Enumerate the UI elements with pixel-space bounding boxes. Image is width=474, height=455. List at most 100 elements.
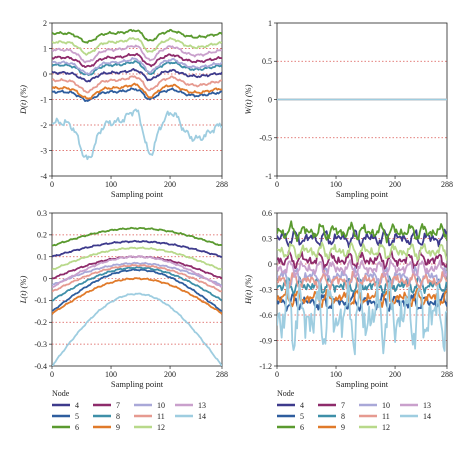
- panel-l: 0.30.20.10-0.1-0.2-0.3-0.40 100 200 288Samp…: [18, 209, 228, 389]
- y-tick-label: -0.2: [34, 318, 47, 327]
- y-tick-label: -1.2: [259, 362, 272, 371]
- y-axis-label: H(t) (%): [243, 275, 253, 305]
- y-axis-label: W(t) (%): [243, 84, 253, 114]
- legend-label-node-14: 14: [198, 412, 206, 421]
- y-tick-label: 0: [43, 274, 47, 283]
- y-tick-label: -2: [40, 121, 47, 130]
- x-tick-label: 100: [105, 370, 117, 379]
- series-line-node-4: [52, 68, 222, 83]
- series-line-node-9: [52, 82, 222, 100]
- x-tick-label: 100: [105, 180, 117, 189]
- x-tick-label: 288: [441, 180, 453, 189]
- y-tick-label: 2: [43, 19, 47, 28]
- legend-label-node-12: 12: [157, 423, 165, 432]
- series-line-node-4: [52, 239, 222, 258]
- series-group: [277, 220, 447, 356]
- x-tick-label: 100: [330, 180, 342, 189]
- series-line-node-11: [52, 75, 222, 94]
- series-line-node-6: [52, 226, 222, 247]
- x-tick-label: 0: [50, 180, 54, 189]
- y-tick-label: -0.1: [34, 296, 47, 305]
- x-tick-label: 100: [330, 370, 342, 379]
- series-line-node-6: [52, 28, 222, 44]
- series-line-node-5: [52, 268, 222, 312]
- series-line-node-12: [52, 246, 222, 271]
- y-tick-label: 0: [43, 70, 47, 79]
- legend-label-node-4: 4: [300, 401, 304, 410]
- legend-label-node-9: 9: [116, 423, 120, 432]
- legend-label-node-6: 6: [300, 423, 304, 432]
- series-line-node-11: [52, 263, 222, 293]
- x-axis-label: Sampling point: [336, 379, 389, 389]
- series-line-node-13: [277, 258, 447, 278]
- legend-2: Node 4 5 6 7 8 9 10 11 12 13 14: [277, 389, 431, 432]
- legend-label-node-6: 6: [75, 423, 79, 432]
- series-line-node-11: [277, 269, 447, 293]
- series-line-node-8: [52, 266, 222, 302]
- legend-label-node-12: 12: [382, 423, 390, 432]
- legend-label-node-7: 7: [341, 401, 345, 410]
- legend-label-node-13: 13: [198, 401, 206, 410]
- series-line-node-9: [52, 277, 222, 315]
- series-line-node-4: [277, 228, 447, 249]
- x-axis-label: Sampling point: [111, 189, 164, 199]
- x-tick-label: 288: [216, 370, 228, 379]
- y-tick-label: -0.3: [34, 340, 47, 349]
- series-line-node-6: [277, 220, 447, 244]
- series-line-node-13: [52, 255, 222, 288]
- y-tick-label: -0.4: [34, 362, 47, 371]
- x-tick-label: 200: [389, 370, 401, 379]
- legend-label-node-9: 9: [341, 423, 345, 432]
- legend-label-node-10: 10: [157, 401, 165, 410]
- legend-label-node-8: 8: [341, 412, 345, 421]
- x-tick-label: 0: [50, 370, 54, 379]
- series-line-node-14: [52, 108, 222, 161]
- series-line-node-10: [52, 57, 222, 76]
- series-group: [52, 28, 222, 161]
- y-tick-label: 0.3: [262, 234, 272, 243]
- legend-label-node-4: 4: [75, 401, 79, 410]
- y-tick-label: -0.6: [259, 311, 272, 320]
- y-tick-label: 0: [268, 95, 272, 104]
- legend-label-node-10: 10: [382, 401, 390, 410]
- x-tick-label: 0: [275, 180, 279, 189]
- y-tick-label: -0.3: [259, 285, 272, 294]
- y-tick-label: -3: [40, 146, 47, 155]
- y-tick-label: -1: [265, 172, 272, 181]
- series-group: [52, 226, 222, 366]
- series-line-node-8: [52, 60, 222, 77]
- y-tick-label: 1: [43, 44, 47, 53]
- y-tick-label: 0: [268, 260, 272, 269]
- x-tick-label: 0: [275, 370, 279, 379]
- series-line-node-14: [277, 276, 447, 356]
- y-tick-label: -0.5: [259, 134, 272, 143]
- x-axis-label: Sampling point: [336, 189, 389, 199]
- legend-label-node-5: 5: [300, 412, 304, 421]
- legend-label-node-11: 11: [382, 412, 390, 421]
- legend-title: Node: [52, 389, 70, 398]
- y-tick-label: 0.3: [37, 209, 47, 218]
- y-tick-label: 0.2: [37, 231, 47, 240]
- y-tick-label: 0.6: [262, 209, 272, 218]
- x-tick-label: 200: [389, 180, 401, 189]
- series-line-node-13: [52, 44, 222, 64]
- x-tick-label: 200: [164, 180, 176, 189]
- y-tick-label: 0.5: [262, 57, 272, 66]
- y-tick-label: -0.9: [259, 336, 272, 345]
- y-tick-label: -1: [40, 95, 47, 104]
- series-line-node-7: [52, 52, 222, 68]
- series-line-node-12: [52, 37, 222, 56]
- series-line-node-10: [52, 261, 222, 287]
- plot-frame: [51, 212, 223, 367]
- series-line-node-14: [52, 292, 222, 366]
- series-line-node-12: [277, 241, 447, 263]
- legend-1: Node 4 5 6 7 8 9 10 11 12 13 14: [52, 389, 206, 432]
- legend-label-node-11: 11: [157, 412, 165, 421]
- x-axis-label: Sampling point: [111, 379, 164, 389]
- y-tick-label: -4: [40, 172, 47, 181]
- legend-label-node-8: 8: [116, 412, 120, 421]
- y-axis-label: D(t) (%): [18, 85, 28, 115]
